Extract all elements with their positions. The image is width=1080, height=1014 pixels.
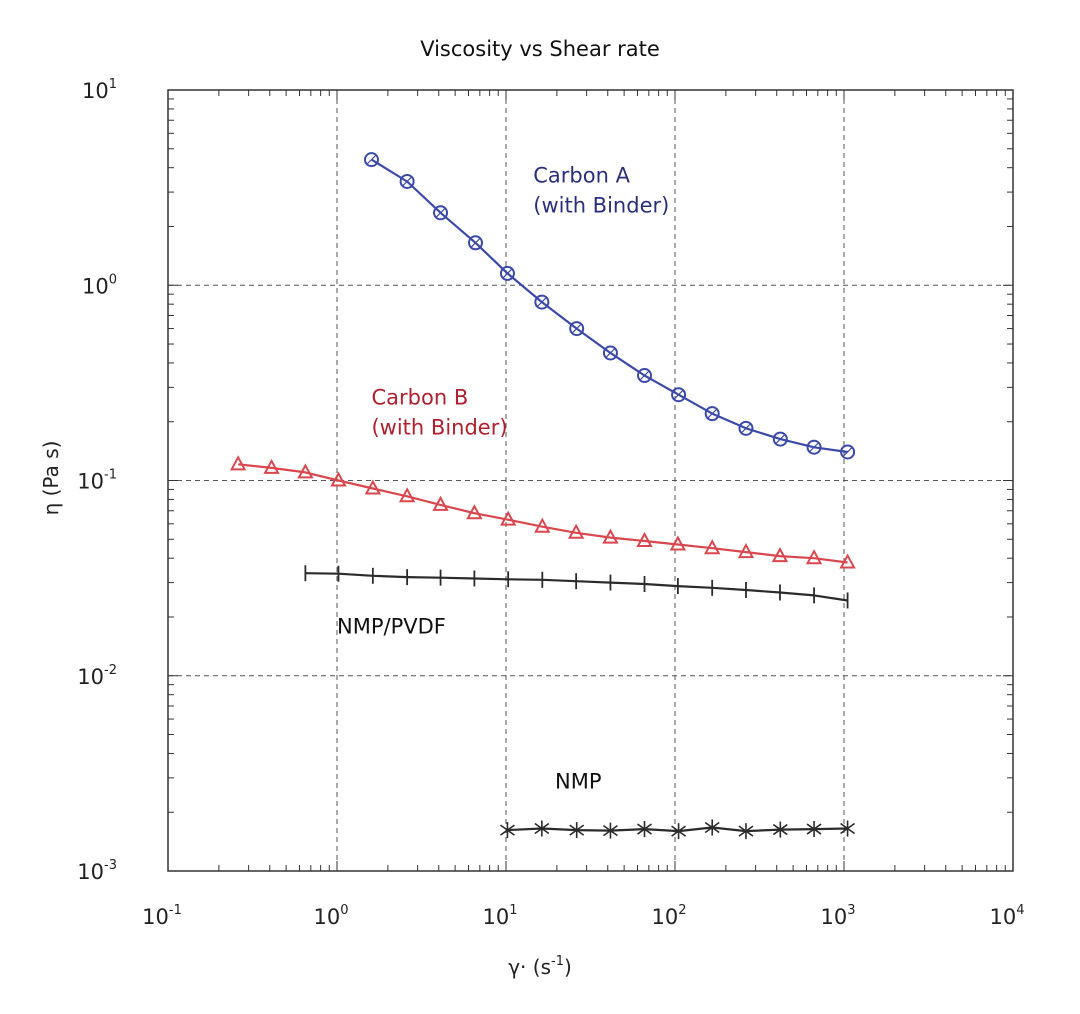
x-tick-label: 102 (651, 903, 686, 929)
data-point (806, 821, 822, 838)
data-point (534, 820, 550, 837)
y-tick-label: 10-2 (77, 663, 117, 689)
data-point (602, 822, 618, 839)
data-point (569, 321, 585, 337)
series-group (229, 152, 856, 840)
y-tick-label: 10-3 (77, 858, 117, 884)
data-point (771, 547, 789, 563)
x-axis-tick-labels: 10-1 100 101 102 103 104 (142, 903, 1024, 929)
y-axis-tick-labels: 101 100 10-1 10-2 10-3 (77, 77, 117, 884)
series-2 (229, 455, 856, 569)
data-point (806, 439, 822, 455)
x-axis-label: γ· (s-1) (508, 954, 572, 979)
series-3 (304, 565, 849, 609)
data-point (737, 542, 755, 559)
data-point (637, 821, 652, 838)
chart-title: Viscosity vs Shear rate (420, 37, 660, 61)
x-tick-label: 10-1 (142, 903, 182, 929)
data-point (399, 173, 415, 189)
data-point (433, 205, 449, 221)
data-point (466, 504, 483, 520)
series-labels: Carbon A (with Binder) Carbon B (with Binde… (337, 164, 669, 794)
data-point (297, 463, 314, 479)
data-point (229, 455, 247, 471)
data-point (602, 528, 619, 544)
data-point (636, 531, 653, 547)
data-point (330, 471, 347, 487)
y-tick-label: 10-1 (77, 468, 117, 494)
data-point (671, 823, 687, 840)
series-4 (499, 819, 856, 840)
data-point (839, 553, 856, 569)
data-point (840, 820, 856, 837)
x-tick-label: 103 (820, 903, 855, 929)
data-point (263, 458, 280, 474)
data-point (364, 479, 382, 495)
data-point (805, 549, 823, 565)
x-tick-label: 104 (989, 903, 1024, 929)
data-point (499, 510, 517, 526)
data-point (637, 367, 653, 383)
data-point (567, 523, 585, 539)
data-point (602, 345, 618, 361)
series-label: NMP (555, 769, 602, 793)
series-label: Carbon B (with Binder) (371, 386, 507, 440)
data-point (704, 539, 721, 555)
data-point (534, 517, 551, 533)
x-tick-label: 101 (482, 903, 517, 929)
data-point (738, 823, 754, 840)
data-point (432, 495, 449, 511)
data-point (499, 822, 515, 839)
data-point (772, 431, 788, 447)
data-point (738, 420, 754, 436)
grid-lines (168, 90, 1013, 871)
data-point (468, 235, 484, 251)
data-point (704, 819, 720, 836)
data-point (840, 444, 856, 460)
series-1 (363, 152, 856, 460)
y-axis-label: η (Pa s) (39, 441, 63, 516)
data-point (534, 294, 550, 310)
data-point (669, 535, 687, 551)
data-point (772, 821, 788, 838)
data-point (569, 822, 585, 839)
series-line (237, 463, 848, 564)
data-point (671, 387, 687, 403)
data-point (398, 487, 416, 503)
data-point (704, 406, 720, 422)
axis-minor-ticks (167, 90, 1013, 872)
series-label: Carbon A (with Binder) (533, 164, 669, 218)
y-tick-label: 101 (82, 77, 117, 103)
series-label: NMP/PVDF (337, 614, 446, 638)
data-point (363, 152, 379, 168)
x-tick-label: 100 (313, 903, 348, 929)
y-tick-label: 100 (82, 272, 117, 298)
data-point (499, 265, 515, 281)
